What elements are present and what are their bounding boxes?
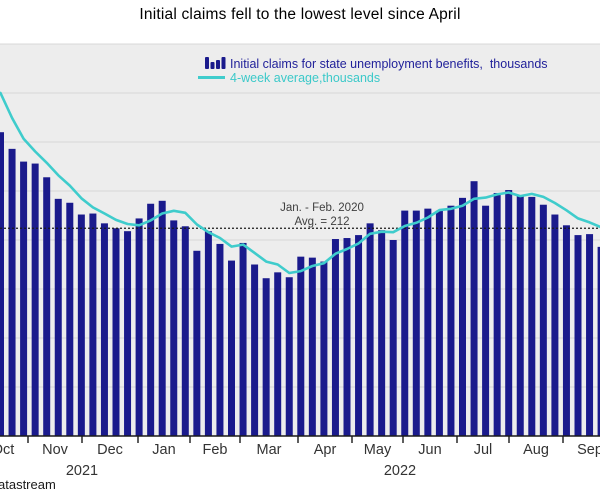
claims-bar — [31, 163, 39, 436]
claims-bar — [343, 238, 351, 436]
claims-bar — [216, 243, 224, 436]
claims-bar — [239, 242, 247, 436]
avg-line — [0, 91, 600, 275]
legend — [198, 57, 226, 79]
claims-bar — [597, 246, 600, 436]
month-label: Mar — [257, 442, 282, 458]
month-label: Sep — [577, 442, 600, 458]
claims-bar — [505, 190, 513, 436]
claims-bar — [54, 198, 62, 436]
month-label: Jan — [152, 442, 175, 458]
legend-series2-label: 4-week average,thousands — [230, 71, 380, 85]
month-label: Oct — [0, 442, 14, 458]
month-label: Jul — [474, 442, 493, 458]
claims-bar — [204, 231, 212, 436]
claims-bar — [170, 220, 178, 436]
legend-bars-icon — [216, 60, 220, 69]
claims-bar — [493, 192, 501, 436]
claims-bar — [551, 214, 559, 436]
claims-bar — [378, 230, 386, 436]
month-label: Jun — [418, 442, 441, 458]
month-label: Dec — [97, 442, 123, 458]
claims-bar — [193, 250, 201, 436]
claims-bar — [251, 264, 259, 436]
claims-bar — [124, 231, 132, 436]
month-label: May — [364, 442, 392, 458]
claims-bar — [320, 261, 328, 436]
claims-bar — [459, 197, 466, 436]
month-label: Aug — [523, 442, 549, 458]
claims-bar — [43, 177, 51, 436]
month-label: Apr — [314, 442, 337, 458]
legend-bars-icon — [221, 57, 226, 69]
x-axis-ticks — [27, 436, 564, 443]
chart-title: Initial claims fell to the lowest level … — [139, 6, 461, 23]
legend-bars-icon — [210, 62, 215, 69]
claims-bar — [147, 203, 155, 436]
claims-bar — [539, 204, 547, 436]
claims-bar — [482, 205, 490, 436]
claims-bar — [424, 208, 432, 436]
claims-bar — [528, 196, 536, 436]
claims-bar — [586, 234, 594, 436]
claims-bar — [516, 195, 524, 436]
claims-bar — [574, 235, 582, 436]
claims-bar — [389, 240, 397, 436]
legend-series1-label: Initial claims for state unemployment be… — [230, 57, 548, 71]
source-text: atastream — [0, 477, 56, 492]
annotation-line2: Avg. = 212 — [294, 216, 349, 228]
claims-bar — [355, 235, 363, 436]
claims-bar — [77, 214, 85, 436]
claims-bar — [366, 223, 374, 436]
claims-bar — [274, 272, 282, 436]
claims-bar — [181, 226, 189, 436]
claims-bar — [0, 132, 4, 436]
claims-bar — [562, 225, 570, 436]
claims-bar — [8, 148, 16, 437]
claims-bar — [158, 200, 166, 436]
year-label: 2021 — [66, 463, 98, 479]
claims-bar — [100, 223, 108, 436]
claims-bar — [308, 257, 316, 436]
annotation-line1: Jan. - Feb. 2020 — [280, 202, 364, 214]
claims-bar — [262, 278, 270, 436]
claims-bar — [412, 210, 420, 436]
claims-bar — [112, 228, 120, 436]
month-label: Feb — [203, 442, 228, 458]
claims-bar — [89, 213, 97, 436]
claims-bar — [401, 210, 409, 436]
claims-bar — [285, 277, 293, 436]
legend-bars-icon — [205, 57, 209, 69]
claims-bar — [331, 239, 339, 436]
claims-bar — [228, 260, 235, 436]
year-label: 2022 — [384, 463, 416, 479]
month-label: Nov — [42, 442, 69, 458]
claims-bar — [435, 210, 443, 436]
claims-bar — [66, 202, 74, 436]
bars-series — [0, 132, 600, 437]
claims-bar — [135, 218, 143, 436]
claims-bar — [20, 161, 28, 436]
claims-bar — [297, 256, 305, 436]
claims-bar — [470, 181, 478, 436]
claims-bar — [447, 205, 455, 436]
